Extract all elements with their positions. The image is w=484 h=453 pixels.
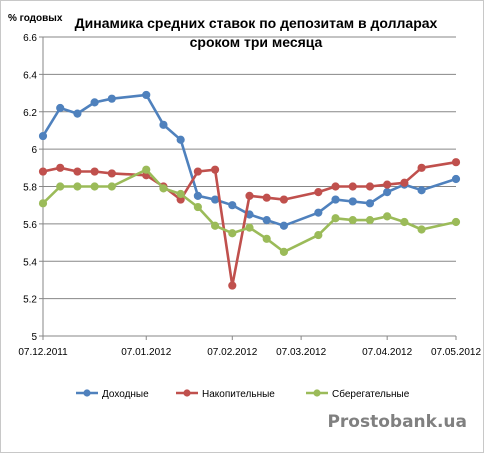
- series-3-point-19: [400, 217, 409, 227]
- series-3-point-18: [383, 212, 392, 221]
- series-1-point-13: [279, 221, 289, 230]
- series-1-point-8: [193, 191, 202, 200]
- series-1-point-16: [348, 197, 357, 206]
- grid: [39, 36, 456, 337]
- y-tick-labels: 5 5.2 5.4 5.6 5.8 6 6.2 6.4 6.6: [23, 33, 37, 343]
- legend-label-2: Накопительные: [202, 389, 275, 400]
- legend-label-3: Сберегательные: [332, 388, 410, 400]
- x-tick-label-0: 07.12.2011: [18, 347, 68, 358]
- series-3-point-1: [56, 182, 65, 191]
- series-2-point-4: [107, 169, 116, 178]
- series-3-point-4: [107, 182, 116, 191]
- y-tick-label-8: 6.6: [23, 33, 37, 44]
- legend-marker-3: [313, 389, 321, 397]
- series-3-point-17: [365, 216, 375, 225]
- x-tick-label-2: 07.02.2012: [207, 347, 257, 358]
- y-tick-label-1: 5.2: [23, 295, 37, 306]
- series-1-point-17: [365, 199, 375, 208]
- series-3-point-10: [228, 229, 237, 238]
- series-2-point-19: [400, 178, 409, 187]
- series-1-point-12: [262, 216, 271, 225]
- series-3-point-16: [348, 216, 357, 225]
- chart-title-line-2: сроком три месяца: [190, 34, 323, 50]
- series-layer: [38, 90, 461, 290]
- series-3-point-9: [210, 221, 220, 230]
- series-2-point-18: [383, 180, 392, 189]
- series-1-point-0: [38, 131, 48, 141]
- y-tick-label-6: 6.2: [23, 108, 37, 119]
- series-3-point-8: [193, 202, 202, 212]
- y-tick-label-0: 5: [31, 332, 37, 343]
- series-1-point-9: [210, 195, 220, 204]
- series-1-point-15: [331, 195, 340, 204]
- series-1-line: [41, 93, 457, 227]
- series-2-point-17: [365, 182, 375, 191]
- series-1-point-20: [417, 186, 426, 195]
- series-1-point-14: [314, 208, 323, 217]
- x-tick-label-5: 07.05.2012: [431, 347, 481, 358]
- series-2-point-10: [228, 281, 237, 290]
- series-2-point-14: [314, 188, 323, 197]
- series-1-point-18: [383, 188, 392, 197]
- legend-marker-1: [83, 389, 91, 397]
- series-2-point-16: [348, 182, 357, 191]
- series-3-point-6: [159, 184, 168, 193]
- series-3-point-7: [176, 189, 185, 199]
- y-tick-label-7: 6.4: [23, 70, 37, 81]
- series-2-point-15: [331, 182, 340, 191]
- series-3-point-3: [90, 182, 99, 191]
- x-tick-labels: 07.12.2011 07.01.2012 07.02.2012 07.03.2012…: [18, 347, 481, 358]
- series-2-point-12: [262, 193, 271, 202]
- series-2-point-11: [245, 191, 254, 200]
- series-2-point-21: [451, 158, 461, 167]
- series-3-point-14: [314, 230, 323, 240]
- series-1-point-6: [159, 120, 168, 129]
- series-1-point-21: [451, 174, 461, 184]
- series-3-point-5: [142, 165, 151, 174]
- watermark: Prostobank.ua: [327, 412, 467, 432]
- series-3-line: [42, 168, 457, 254]
- series-2-point-9: [210, 165, 220, 174]
- series-1-point-1: [56, 103, 65, 113]
- legend: Доходные Накопительные Сберегательные: [76, 388, 410, 400]
- series-1-point-10: [228, 201, 237, 210]
- series-1-point-4: [107, 94, 116, 103]
- y-axis-label: % годовых: [8, 13, 63, 24]
- x-tick-label-1: 07.01.2012: [121, 347, 171, 358]
- series-2-point-0: [38, 167, 48, 176]
- x-tick-label-4: 07.04.2012: [362, 347, 412, 358]
- x-tick-label-3: 07.03.2012: [276, 347, 326, 358]
- series-3-point-0: [38, 199, 48, 208]
- series-1-point-5: [142, 90, 151, 100]
- series-3-point-11: [245, 223, 254, 232]
- legend-marker-2: [183, 389, 191, 397]
- series-2-point-2: [73, 167, 82, 176]
- series-2-point-13: [279, 195, 289, 204]
- legend-label-1: Доходные: [102, 389, 149, 400]
- series-2-point-8: [193, 167, 202, 176]
- series-3: [38, 165, 461, 257]
- series-2: [38, 158, 461, 290]
- series-3-point-13: [279, 247, 289, 257]
- series-2-point-3: [90, 167, 99, 176]
- chart-title-line-1: Динамика средних ставок по депозитам в д…: [75, 15, 438, 31]
- series-1-point-7: [176, 135, 185, 144]
- y-tick-label-2: 5.4: [23, 257, 37, 268]
- axes: [42, 37, 457, 340]
- series-3-point-15: [331, 214, 340, 223]
- series-2-point-20: [417, 163, 426, 172]
- y-tick-label-5: 6: [31, 145, 37, 156]
- series-3-point-12: [262, 234, 271, 243]
- y-tick-label-3: 5.6: [23, 220, 37, 231]
- series-3-point-20: [417, 225, 426, 234]
- series-3-point-2: [73, 182, 82, 191]
- series-3-point-21: [451, 217, 461, 227]
- series-1-point-2: [73, 109, 82, 118]
- series-2-line: [42, 160, 457, 287]
- y-tick-label-4: 5.8: [23, 183, 37, 194]
- series-2-point-1: [56, 163, 65, 172]
- series-1-point-3: [90, 98, 99, 107]
